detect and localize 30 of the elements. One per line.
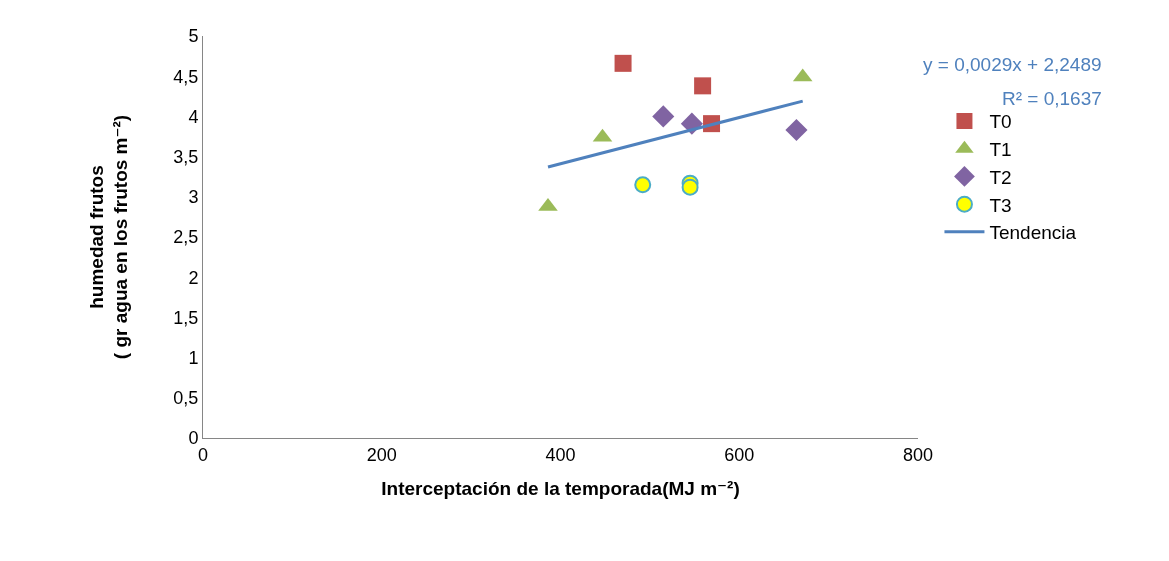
y-tick-label: 4,5 bbox=[173, 66, 199, 87]
y-tick-label: 1,5 bbox=[173, 307, 199, 328]
y-tick-label: 4 bbox=[188, 106, 199, 127]
legend-label: T1 bbox=[989, 139, 1012, 161]
text: R² = 0,1637 bbox=[1002, 88, 1102, 109]
y-tick-label: 2 bbox=[188, 267, 199, 288]
point bbox=[785, 119, 808, 142]
y-tick-label: 3,5 bbox=[173, 146, 199, 167]
y-tick-label: 5 bbox=[188, 26, 199, 47]
y-axis-title: humedad frutos ( gr agua en los frutos m⁻²) bbox=[85, 114, 132, 360]
x-tick-label: 600 bbox=[724, 444, 755, 465]
point bbox=[614, 54, 632, 72]
y-tick-label: 3 bbox=[188, 187, 199, 208]
x-tick-label: 200 bbox=[366, 444, 397, 465]
text: y = 0,0029x + 2,2489 bbox=[923, 54, 1102, 75]
legend-label: T3 bbox=[989, 194, 1012, 216]
x-axis-title: Interceptación de la temporada(MJ m⁻²) bbox=[381, 478, 740, 500]
legend-label: T2 bbox=[989, 166, 1012, 188]
y-tick-label: 1 bbox=[188, 347, 199, 368]
y-tick-label: 2,5 bbox=[173, 227, 199, 248]
point bbox=[681, 178, 699, 196]
point bbox=[652, 105, 675, 128]
x-tick-label: 400 bbox=[545, 444, 576, 465]
legend-label: T0 bbox=[989, 111, 1012, 133]
legend-label: Tendencia bbox=[989, 222, 1077, 244]
point bbox=[634, 176, 652, 194]
x-tick-label: 800 bbox=[902, 444, 934, 465]
point bbox=[694, 77, 712, 95]
y-tick-label: 0 bbox=[188, 428, 199, 449]
y-tick-label: 0,5 bbox=[173, 388, 199, 409]
